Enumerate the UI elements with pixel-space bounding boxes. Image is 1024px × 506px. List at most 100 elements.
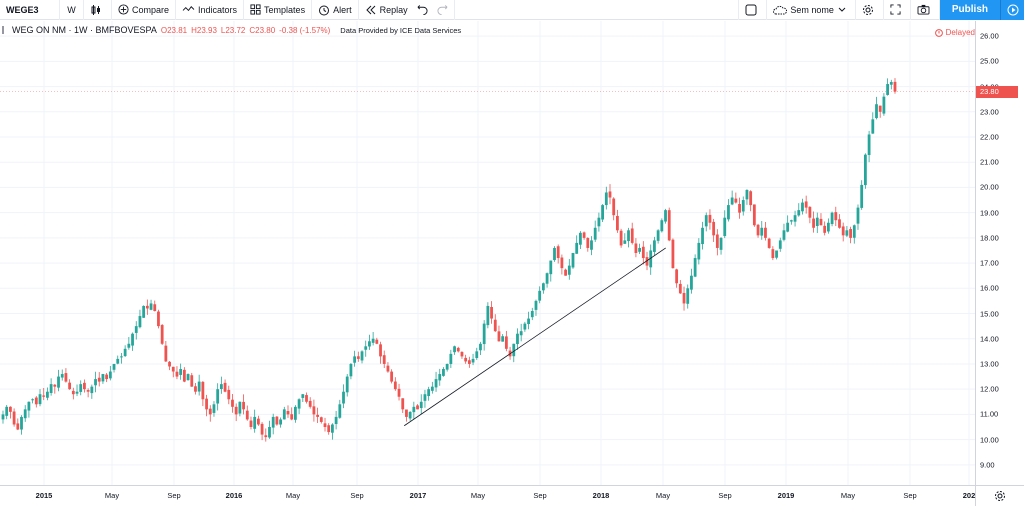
compare-button[interactable]: Compare — [112, 0, 177, 20]
candle-body — [697, 242, 701, 260]
publish-play-button[interactable] — [1000, 0, 1024, 20]
candle-body — [68, 382, 72, 390]
layout-button[interactable]: Sem nome — [767, 0, 856, 20]
price-tick-label: 16.00 — [980, 283, 999, 293]
candle-body — [482, 323, 486, 345]
candle-body — [23, 409, 27, 419]
symbol-search[interactable]: WEGE3 — [0, 0, 60, 20]
time-axis[interactable]: 2015 May Sep 2016 May Sep 2017 May Sep 2018 May Sep… — [0, 485, 975, 506]
candle-body — [49, 384, 53, 394]
redo-button[interactable] — [434, 0, 455, 20]
candle-body — [9, 406, 12, 412]
candle-body — [638, 247, 642, 252]
candle-body — [160, 325, 164, 344]
price-tick-label: 17.00 — [980, 258, 999, 268]
collapse-legend-icon[interactable] — [2, 26, 8, 34]
delayed-indicator[interactable]: Delayed — [934, 28, 975, 37]
candle-body — [678, 283, 682, 294]
candle-body — [456, 347, 460, 352]
candle-body — [79, 384, 83, 392]
time-tick-label: 202 — [962, 491, 976, 500]
top-toolbar: WEGE3 W Compare Indicators Templates Ale… — [0, 0, 1024, 20]
candle-body — [645, 257, 649, 266]
candle-body — [112, 363, 116, 370]
candle-body — [208, 408, 212, 415]
candle-body — [582, 232, 586, 238]
candle-body — [27, 401, 31, 411]
legend-title[interactable]: WEG ON NM · 1W · BMFBOVESPA — [12, 25, 157, 35]
candle-body — [653, 240, 656, 252]
candle-body — [327, 425, 331, 433]
candle-body — [882, 96, 886, 114]
candle-body — [664, 210, 667, 222]
settings-button[interactable] — [856, 0, 884, 20]
candle-body — [205, 398, 208, 410]
time-tick-label: Sep — [903, 491, 917, 500]
fullscreen-button[interactable] — [884, 0, 911, 20]
fullscreen-square-button[interactable] — [738, 0, 768, 20]
candle-body — [216, 389, 220, 404]
gear-icon — [995, 491, 1005, 501]
candle-body — [149, 303, 153, 310]
alert-label: Alert — [333, 4, 352, 15]
publish-button[interactable]: Publish — [939, 0, 1000, 20]
replay-button[interactable]: Replay — [359, 0, 414, 20]
time-tick-label: Sep — [718, 491, 732, 500]
time-tick-label: 2018 — [592, 491, 610, 500]
candle-body — [101, 374, 105, 382]
price-tick-label: 19.00 — [980, 208, 999, 218]
candle-body — [46, 391, 49, 398]
candle-body — [120, 356, 123, 358]
play-circle-icon — [1007, 4, 1018, 15]
time-tick-label: Sep — [533, 491, 547, 500]
candle-body — [182, 369, 186, 382]
candle-body — [405, 409, 408, 417]
candle-body — [767, 238, 771, 248]
candle-body — [94, 379, 97, 386]
price-axis[interactable]: 26.0025.0024.0023.0022.0021.0020.0019.00… — [975, 21, 1024, 485]
indicators-label: Indicators — [198, 4, 238, 15]
candle-body — [641, 246, 645, 259]
candle-body — [453, 346, 456, 353]
candle-body — [527, 318, 530, 325]
alert-button[interactable]: Alert — [312, 0, 359, 20]
clock-icon — [934, 28, 943, 37]
price-tick-label: 23.00 — [980, 107, 999, 117]
candle-body — [356, 356, 360, 359]
candle-body — [530, 311, 534, 318]
candle-body — [157, 311, 160, 327]
trend-line — [403, 247, 666, 427]
candle-body — [475, 351, 479, 359]
indicators-button[interactable]: Indicators — [176, 0, 245, 20]
candle-body — [412, 406, 416, 413]
candle-body — [368, 341, 371, 347]
candle-body — [264, 435, 268, 438]
snapshot-button[interactable] — [911, 0, 940, 20]
chart-type-button[interactable] — [84, 0, 112, 20]
candle-body — [578, 232, 582, 245]
chart-settings-button[interactable] — [975, 485, 1024, 506]
candle-body — [360, 351, 364, 361]
candle-body — [375, 339, 379, 344]
candle-body — [834, 212, 838, 221]
candle-body — [593, 227, 597, 240]
candle-body — [379, 344, 382, 357]
candle-body — [852, 225, 856, 238]
candle-body — [234, 406, 238, 415]
templates-button[interactable]: Templates — [244, 0, 313, 20]
candle-body — [686, 288, 690, 304]
candle-body — [467, 360, 471, 364]
candle-body — [90, 386, 94, 394]
time-tick-label: Sep — [167, 491, 181, 500]
candle-body — [316, 414, 320, 417]
interval-button[interactable]: W — [60, 0, 84, 20]
candle-body — [38, 394, 42, 405]
candle-body — [127, 343, 131, 348]
undo-button[interactable] — [414, 0, 434, 20]
candle-body — [256, 418, 260, 425]
price-tick-label: 25.00 — [980, 56, 999, 66]
candle-body — [390, 371, 394, 382]
price-chart[interactable] — [0, 21, 975, 485]
candle-body — [849, 229, 852, 238]
candle-body — [841, 226, 845, 236]
